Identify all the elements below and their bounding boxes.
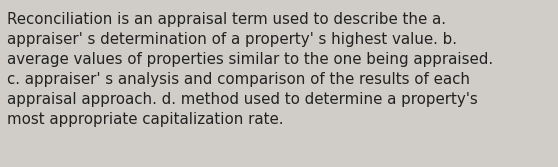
Text: Reconciliation is an appraisal term used to describe the a.
appraiser' s determi: Reconciliation is an appraisal term used… [7,12,493,127]
